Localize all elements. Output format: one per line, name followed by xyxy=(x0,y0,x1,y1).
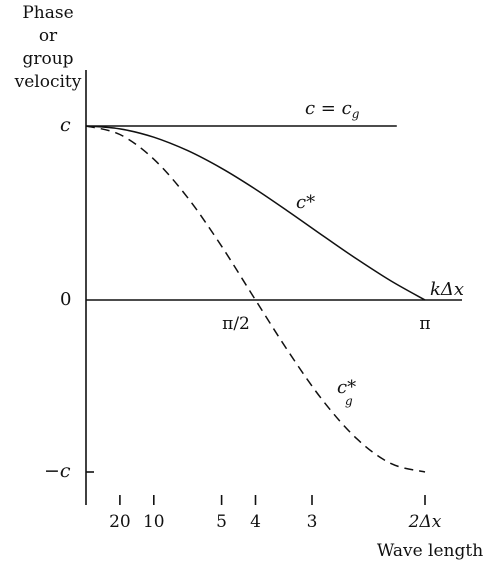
x-axis-title: kΔx xyxy=(430,279,464,300)
series-label-c-star: c* xyxy=(296,192,315,213)
y-tick-label-zero: 0 xyxy=(60,289,71,310)
y-axis-title-line-4: velocity xyxy=(14,72,82,92)
series-label-cg-star-sub: g xyxy=(345,394,353,408)
x-tick-label-pi-half: π/2 xyxy=(222,314,250,334)
wavelength-tick-label-5: 2Δx xyxy=(408,512,442,532)
wavelength-tick-label-3: 4 xyxy=(250,512,261,532)
y-axis-title-line-2: or xyxy=(39,26,58,46)
wavelength-axis-title: Wave length xyxy=(377,541,483,561)
y-axis-title-line-3: group xyxy=(22,49,73,69)
wavelength-tick-label-1: 10 xyxy=(143,512,165,532)
y-tick-label-c: c xyxy=(60,114,71,136)
y-tick-label-minus-c: −c xyxy=(44,460,71,482)
series-line-cg-star xyxy=(85,125,426,473)
series-line-c-star xyxy=(85,125,426,301)
wavelength-tick-label-0: 20 xyxy=(109,512,131,532)
wavelength-tick-label-2: 5 xyxy=(216,512,227,532)
series-label-c-equals-cg: c = cg xyxy=(305,98,360,121)
series-label-cg-star: c* g xyxy=(337,377,356,408)
x-tick-label-pi: π xyxy=(419,314,430,334)
series-label-c-equals-cg-sub: g xyxy=(352,107,360,121)
series-label-c-equals-cg-main: c = c xyxy=(305,98,352,119)
series-label-cg-star-main: c* xyxy=(337,377,356,398)
wavelength-tick-label-4: 3 xyxy=(307,512,318,532)
wavelength-axis: 20 10 5 4 3 2Δx xyxy=(109,495,442,532)
y-axis-title: Phase or group velocity xyxy=(14,3,82,92)
y-axis-title-line-1: Phase xyxy=(22,3,73,23)
